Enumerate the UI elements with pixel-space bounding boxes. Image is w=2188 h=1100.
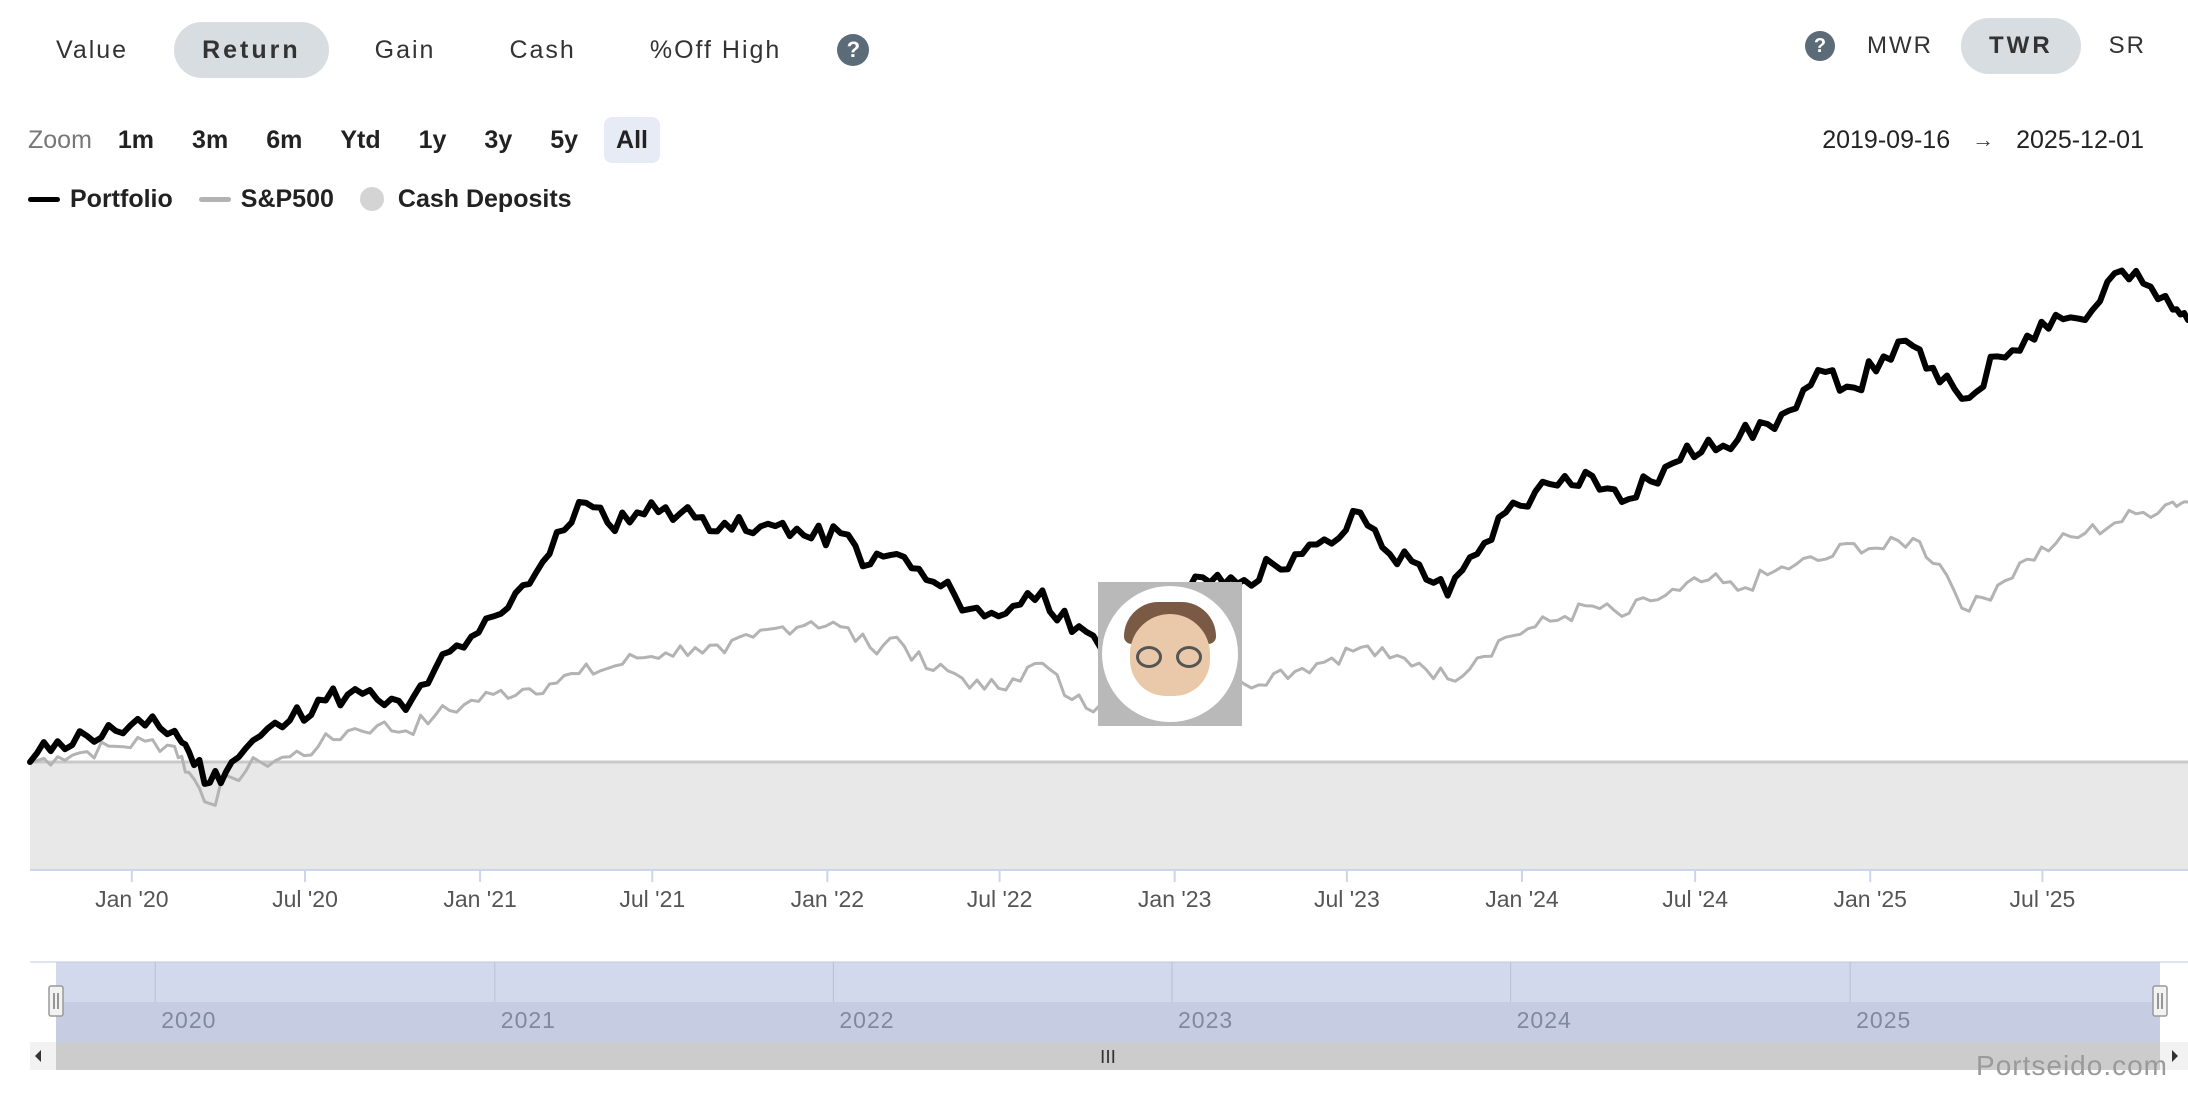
legend-item-cash-deposits[interactable]: Cash Deposits bbox=[359, 184, 572, 214]
legend-item-portfolio[interactable]: Portfolio bbox=[28, 185, 173, 214]
scrollbar-grip-icon: III bbox=[1100, 1047, 1116, 1068]
glasses-icon bbox=[1136, 646, 1204, 668]
watermark: Portseido.com bbox=[1976, 1050, 2168, 1081]
x-tick-label: Jul '25 bbox=[2010, 886, 2076, 912]
help-icon[interactable]: ? bbox=[837, 34, 870, 66]
tab-mwr[interactable]: MWR bbox=[1867, 32, 1933, 59]
return-method-tabs: ? MWR TWR SR bbox=[1805, 16, 2174, 76]
scroll-left-arrow-icon[interactable] bbox=[35, 1050, 41, 1062]
date-from[interactable]: 2019-09-16 bbox=[1822, 125, 1951, 154]
navigator-mask-bottom bbox=[56, 1002, 2160, 1042]
navigator-year-label: 2024 bbox=[1517, 1007, 1572, 1033]
tab-return[interactable]: Return bbox=[174, 22, 329, 78]
x-tick-label: Jan '21 bbox=[443, 886, 516, 912]
x-tick-label: Jul '22 bbox=[967, 886, 1033, 912]
x-tick-label: Jul '23 bbox=[1314, 886, 1380, 912]
zoom-label: Zoom bbox=[28, 125, 92, 154]
navigator-right-handle[interactable] bbox=[2152, 985, 2168, 1017]
navigator-year-label: 2021 bbox=[501, 1007, 556, 1033]
portfolio-swatch bbox=[28, 196, 60, 202]
plot-area bbox=[27, 267, 2188, 871]
navigator-year-label: 2023 bbox=[1178, 1007, 1233, 1033]
tab-gain[interactable]: Gain bbox=[374, 35, 436, 64]
cash-deposits-area bbox=[30, 762, 2188, 870]
date-range: 2019-09-16 → 2025-12-01 bbox=[1822, 116, 2144, 164]
legend-label: Cash Deposits bbox=[397, 184, 572, 213]
zoom-3y[interactable]: 3y bbox=[484, 125, 513, 154]
navigator-mask-top bbox=[56, 962, 2160, 1002]
tab-twr[interactable]: TWR bbox=[1961, 18, 2081, 74]
navigator-year-label: 2020 bbox=[161, 1007, 216, 1033]
x-tick-label: Jan '20 bbox=[95, 886, 168, 912]
zoom-selector: Zoom 1m 3m 6m Ytd 1y 3y 5y All bbox=[28, 116, 674, 164]
return-help-icon[interactable]: ? bbox=[1805, 31, 1836, 61]
navigator-year-label: 2022 bbox=[839, 1007, 894, 1033]
legend-label: Portfolio bbox=[70, 184, 173, 213]
avatar bbox=[1102, 586, 1238, 722]
x-tick-label: Jan '22 bbox=[791, 886, 864, 912]
zoom-ytd[interactable]: Ytd bbox=[340, 125, 381, 154]
x-tick-label: Jan '25 bbox=[1833, 886, 1906, 912]
navigator[interactable]: 2020 2021 2022 2023 2024 2025 III bbox=[30, 961, 2188, 1070]
view-tabs: Value Return Gain Cash %Off High ? bbox=[28, 20, 870, 80]
scroll-right-arrow-icon[interactable] bbox=[2172, 1050, 2178, 1062]
x-tick-label: Jan '24 bbox=[1485, 886, 1559, 912]
handle-body bbox=[2152, 985, 2168, 1017]
handle-body bbox=[48, 985, 64, 1017]
x-tick-label: Jan '23 bbox=[1138, 886, 1211, 912]
tab-sr[interactable]: SR bbox=[2108, 32, 2146, 59]
zoom-6m[interactable]: 6m bbox=[266, 125, 303, 154]
zoom-all[interactable]: All bbox=[604, 117, 660, 163]
chart-legend: Portfolio S&P500 Cash Deposits bbox=[28, 180, 598, 218]
date-to[interactable]: 2025-12-01 bbox=[2016, 125, 2144, 154]
navigator-left-handle[interactable] bbox=[48, 985, 64, 1017]
scrollbar-thumb[interactable] bbox=[56, 1042, 2160, 1070]
tab-value[interactable]: Value bbox=[56, 35, 129, 64]
x-tick-label: Jul '21 bbox=[619, 886, 685, 912]
legend-label: S&P500 bbox=[240, 184, 334, 213]
arrow-right-icon: → bbox=[1972, 127, 1995, 152]
legend-item-sp500[interactable]: S&P500 bbox=[198, 184, 334, 214]
x-tick-label: Jul '20 bbox=[272, 886, 338, 912]
cash-deposits-swatch bbox=[359, 187, 384, 211]
zoom-5y[interactable]: 5y bbox=[550, 125, 579, 154]
x-tick-label: Jul '24 bbox=[1662, 886, 1728, 912]
navigator-year-label: 2025 bbox=[1856, 1007, 1911, 1033]
avatar-overlay bbox=[1098, 582, 1242, 726]
zoom-1y[interactable]: 1y bbox=[418, 125, 447, 154]
sp500-swatch bbox=[198, 196, 231, 202]
x-axis: Jan '20 Jul '20 Jan '21 Jul '21 Jan '22 Jul '… bbox=[95, 870, 2075, 912]
tab-cash[interactable]: Cash bbox=[509, 35, 576, 64]
zoom-1m[interactable]: 1m bbox=[117, 125, 155, 154]
tab-off-high[interactable]: %Off High bbox=[649, 35, 782, 64]
zoom-3m[interactable]: 3m bbox=[192, 125, 229, 154]
